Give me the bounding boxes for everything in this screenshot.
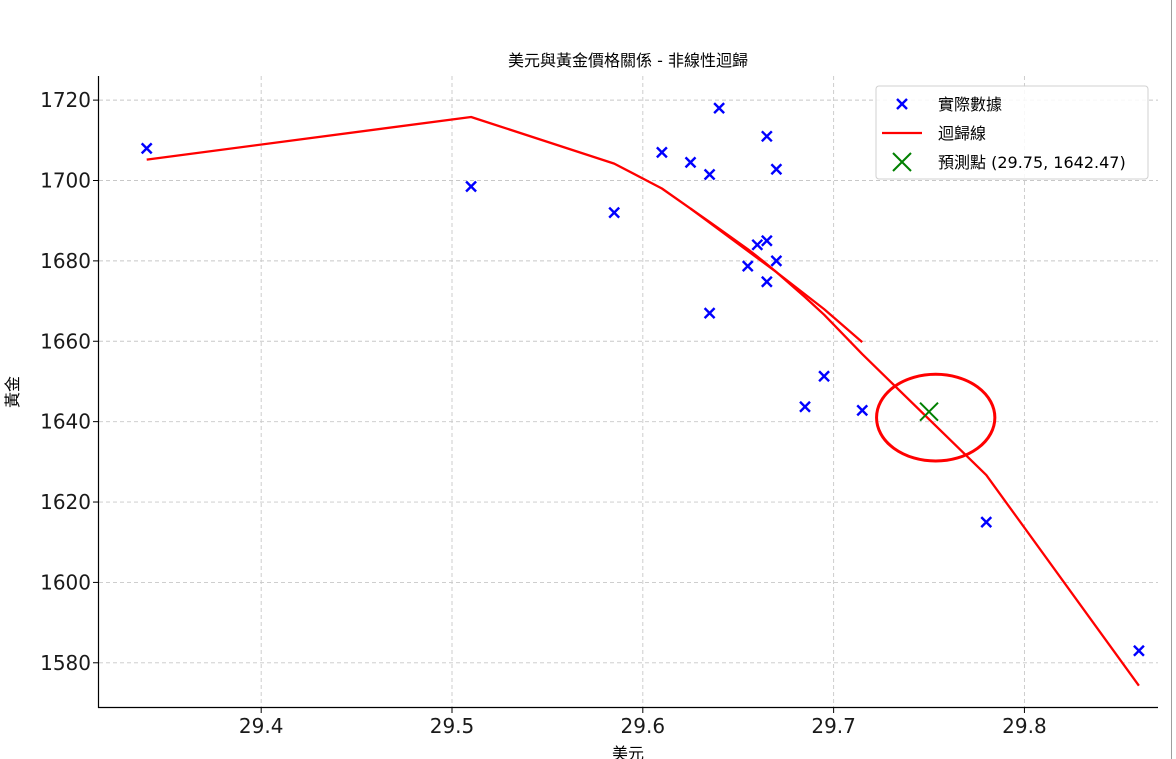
data-point-stroke-b [684,156,697,169]
regression-line-overlay [689,207,863,343]
y-tick-label: 1600 [40,570,91,594]
data-point-stroke-b [856,404,869,417]
data-point-stroke-b [465,180,477,193]
data-point-stroke-b [770,163,783,176]
annotations [875,372,997,463]
x-tick-label: 29.7 [811,714,856,738]
legend-label: 實際數據 [938,95,1002,114]
data-point [608,206,621,219]
legend-prediction-swatch [892,152,912,172]
data-point [770,163,783,176]
data-point-stroke-b [703,168,716,181]
x-tick-label: 29.8 [1002,714,1047,738]
data-point [741,260,754,272]
legend-label: 預測點 (29.75, 1642.47) [938,153,1126,172]
data-point [703,307,716,319]
data-point-stroke-b [980,516,993,528]
data-point-stroke-b [140,142,153,155]
series-points [140,102,1145,657]
y-tick-label: 1580 [40,651,91,675]
data-point-stroke-b [656,146,668,159]
data-point-stroke-b [770,255,783,267]
prediction-point [919,402,939,422]
y-tick-label: 1660 [40,329,91,353]
data-point [856,404,869,417]
x-tick-label: 29.5 [430,714,475,738]
data-point [751,238,764,251]
data-point-stroke-b [1133,644,1145,657]
y-tick-label: 1620 [40,490,91,514]
data-point-stroke-b [799,400,811,413]
legend-data-swatch-stroke-b [896,98,908,110]
data-point [818,370,830,383]
series-lines [146,115,1140,687]
highlight-circle [875,372,997,463]
prediction-point-stroke-b [919,402,939,422]
legend-prediction-swatch-stroke-b [892,152,912,172]
data-point [684,156,697,169]
data-point-stroke-b [818,370,830,383]
data-point [656,146,668,159]
y-tick-label: 1720 [40,88,91,112]
chart-title: 美元與黃金價格關係 - 非線性迴歸 [508,51,748,70]
x-ticks: 29.4 29.5 29.6 29.7 29.8 [239,707,1047,738]
data-point [140,142,153,155]
data-point-stroke-b [751,238,764,251]
y-ticks: 1580 1600 1620 1640 1660 1680 1700 1720 [40,88,99,675]
y-tick-label: 1680 [40,249,91,273]
data-point [980,516,993,528]
x-tick-label: 29.6 [621,714,666,738]
data-point-stroke-b [703,307,716,319]
data-point-stroke-b [760,234,773,247]
y-tick-label: 1700 [40,168,91,192]
data-point [1133,644,1145,657]
data-point [465,180,477,193]
data-point [760,130,773,143]
data-point [799,400,811,413]
data-point-stroke-b [741,260,754,272]
data-point [770,255,783,267]
data-point [760,275,773,288]
legend-label: 迴歸線 [938,124,986,143]
y-axis-label: 黃金 [3,376,22,408]
legend-box [875,85,1149,180]
window-edge [1171,0,1172,759]
data-point-stroke-b [713,102,725,115]
data-point-stroke-b [608,206,621,219]
x-axis-label: 美元 [612,744,644,759]
y-tick-label: 1640 [40,410,91,434]
x-tick-label: 29.4 [239,714,284,738]
data-point [703,168,716,181]
data-point [713,102,725,115]
data-point [760,234,773,247]
data-point-stroke-b [760,130,773,143]
axes [97,76,1158,709]
data-point-stroke-b [760,275,773,288]
regression-line [146,115,1140,687]
legend-data-swatch [896,98,908,110]
